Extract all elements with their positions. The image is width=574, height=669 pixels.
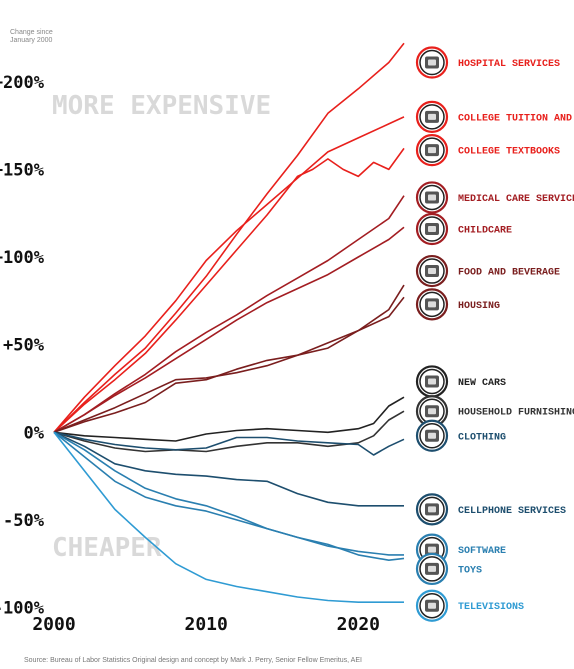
cellphone-icon	[415, 493, 449, 526]
series-label-5: FOOD AND BEVERAGE	[458, 268, 560, 279]
stroller-icon	[415, 212, 449, 246]
hospital-icon	[415, 46, 449, 79]
series-line-7	[53, 396, 405, 442]
graduation-cap-icon	[415, 100, 449, 133]
series-line-4	[53, 226, 405, 433]
shirt-icon	[415, 419, 449, 452]
series-line-5	[53, 284, 405, 434]
x-axis-ticks: 2000 2010 2020	[32, 614, 380, 635]
series-label-4: CHILDCARE	[458, 225, 512, 236]
series-label-11: SOFTWARE	[458, 546, 506, 557]
y-axis-ticks: +200% +150% +100% +50% 0% -50% -100%	[0, 73, 45, 619]
series-line-3	[53, 195, 405, 433]
series-label-3: MEDICAL CARE SERVICES	[458, 194, 574, 205]
series-labels: HOSPITAL SERVICES COLLEGE TUITION AND FEE…	[415, 46, 574, 622]
y-tick-label-4: 0%	[24, 423, 45, 443]
region-label-more-expensive: MORE EXPENSIVE	[52, 91, 271, 121]
y-tick-label-6: -100%	[0, 598, 45, 618]
series-line-11	[53, 431, 404, 556]
series-line-8	[53, 410, 405, 453]
series-label-12: TOYS	[458, 565, 482, 576]
y-tick-label-0: +200%	[0, 73, 45, 93]
region-label-cheaper: CHEAPER	[52, 533, 162, 563]
car-icon	[415, 365, 449, 398]
y-tick-label-3: +50%	[3, 336, 45, 356]
series-lines	[53, 42, 405, 603]
series-label-1: COLLEGE TUITION AND FEES	[458, 113, 574, 124]
sofa-icon	[415, 395, 449, 428]
series-label-8: HOUSEHOLD FURNISHINGS	[458, 408, 574, 419]
series-line-9	[53, 431, 405, 456]
series-line-6	[53, 296, 405, 434]
toys-icon	[415, 552, 449, 586]
series-label-13: TELEVISIONS	[458, 602, 524, 613]
textbook-icon	[415, 134, 449, 167]
series-line-2	[53, 147, 405, 433]
x-tick-label-0: 2000	[32, 614, 75, 635]
series-line-12	[53, 431, 405, 561]
series-label-2: COLLEGE TEXTBOOKS	[458, 147, 560, 158]
series-line-13	[53, 431, 404, 603]
house-icon	[415, 288, 449, 321]
y-tick-label-5: -50%	[3, 511, 45, 531]
series-label-6: HOUSING	[458, 301, 500, 312]
food-icon	[415, 254, 449, 288]
y-tick-label-2: +100%	[0, 248, 45, 268]
axis-note-line-2: January 2000	[10, 37, 53, 44]
x-tick-label-1: 2010	[184, 614, 227, 635]
source-note: Source: Bureau of Labor Statistics Origi…	[24, 657, 362, 664]
series-label-0: HOSPITAL SERVICES	[458, 59, 560, 70]
y-tick-label-1: +150%	[0, 160, 45, 180]
axis-note-line-1: Change since	[10, 29, 53, 36]
series-line-10	[53, 431, 404, 507]
series-line-0	[53, 42, 405, 433]
medical-kit-icon	[415, 181, 449, 214]
x-tick-label-2: 2020	[337, 614, 380, 635]
series-label-9: CLOTHING	[458, 432, 506, 443]
series-line-1	[53, 116, 405, 433]
series-label-7: NEW CARS	[458, 378, 506, 389]
series-label-10: CELLPHONE SERVICES	[458, 506, 566, 517]
television-icon	[415, 589, 449, 622]
